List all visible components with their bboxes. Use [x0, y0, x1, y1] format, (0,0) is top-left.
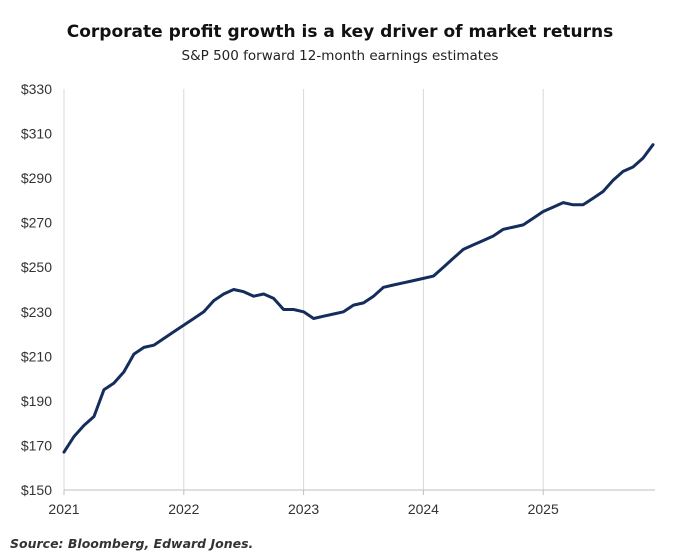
y-tick-label: $290 [21, 170, 52, 186]
y-tick-label: $210 [21, 348, 52, 364]
x-tick-label: 2023 [288, 501, 319, 517]
x-tick-label: 2021 [48, 501, 79, 517]
x-tick-label: 2025 [528, 501, 559, 517]
source-note: Source: Bloomberg, Edward Jones. [10, 536, 254, 551]
y-tick-label: $330 [21, 81, 52, 97]
chart-title: Corporate profit growth is a key driver … [66, 22, 614, 42]
y-tick-label: $190 [21, 393, 52, 409]
y-tick-label: $270 [21, 215, 52, 231]
y-tick-label: $150 [21, 482, 52, 498]
earnings-line [62, 143, 655, 454]
y-tick-label: $170 [21, 437, 52, 453]
y-tick-label: $310 [21, 126, 52, 142]
y-tick-label: $250 [21, 259, 52, 275]
x-tick-label: 2024 [408, 501, 439, 517]
x-tick-label: 2022 [168, 501, 199, 517]
chart-subtitle: S&P 500 forward 12-month earnings estima… [181, 48, 499, 64]
y-tick-label: $230 [21, 304, 52, 320]
